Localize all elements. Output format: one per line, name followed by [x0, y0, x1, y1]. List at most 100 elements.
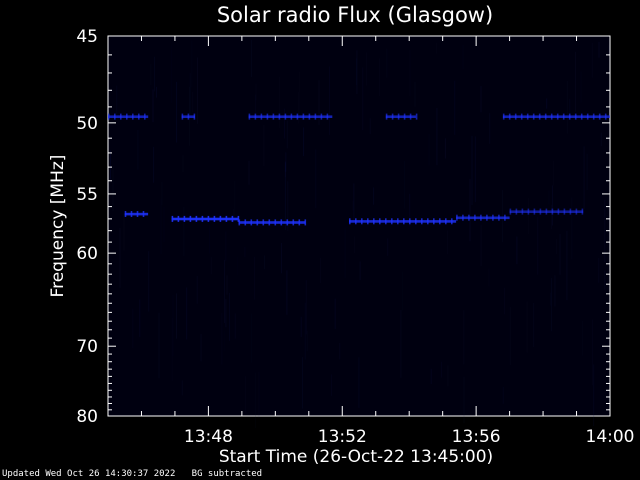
noise-streak: [192, 92, 194, 112]
noise-streak: [132, 308, 134, 348]
noise-streak: [592, 319, 593, 386]
noise-streak: [591, 42, 593, 78]
noise-streak: [255, 83, 257, 101]
noise-streak: [447, 365, 449, 387]
noise-streak: [441, 361, 442, 378]
noise-streak: [571, 197, 573, 260]
emission-band: [385, 115, 416, 118]
emission-tick: [296, 113, 299, 120]
emission-tick: [183, 215, 186, 222]
emission-tick: [326, 113, 329, 120]
noise-streak: [586, 153, 588, 190]
emission-tick: [213, 215, 216, 222]
emission-tick: [545, 208, 548, 215]
noise-streak: [254, 94, 256, 113]
emission-tick: [193, 113, 196, 120]
emission-band: [248, 115, 333, 118]
noise-streak: [516, 236, 518, 265]
noise-streak: [152, 89, 154, 123]
noise-streak: [181, 380, 183, 396]
noise-streak: [229, 292, 230, 341]
noise-streak: [137, 129, 139, 170]
noise-streak: [404, 160, 406, 209]
noise-streak: [344, 227, 346, 279]
emission-tick: [238, 219, 241, 226]
noise-streak: [552, 185, 553, 226]
emission-tick: [539, 208, 542, 215]
emission-band: [124, 212, 149, 216]
emission-tick: [207, 215, 210, 222]
emission-tick: [266, 113, 269, 120]
noise-streak: [263, 124, 265, 167]
x-tick-label: 13:52: [318, 427, 367, 447]
emission-tick: [320, 113, 323, 120]
emission-tick: [114, 113, 116, 120]
emission-tick: [563, 208, 566, 215]
noise-streak: [284, 161, 286, 230]
emission-tick: [278, 113, 281, 120]
emission-tick: [544, 113, 547, 120]
emission-tick: [379, 218, 381, 225]
noise-streak: [580, 71, 582, 103]
noise-streak: [463, 310, 465, 365]
emission-tick: [254, 113, 257, 120]
noise-streak: [358, 357, 360, 408]
emission-tick: [515, 208, 518, 215]
noise-streak: [471, 135, 473, 206]
noise-streak: [182, 155, 184, 172]
emission-tick: [124, 211, 127, 217]
noise-streak: [286, 270, 288, 315]
emission-tick: [504, 214, 506, 221]
emission-tick: [604, 113, 607, 120]
emission-tick: [468, 214, 470, 221]
updated-timestamp: Updated Wed Oct 26 14:30:37 2022: [2, 469, 176, 479]
noise-streak: [436, 107, 438, 166]
noise-streak: [191, 40, 193, 88]
y-tick-label: 70: [76, 337, 98, 357]
emission-tick: [439, 218, 441, 225]
noise-streak: [284, 162, 286, 178]
emission-tick: [409, 113, 412, 120]
noise-streak: [334, 298, 336, 329]
emission-tick: [268, 219, 271, 226]
emission-tick: [568, 113, 571, 120]
emission-tick: [498, 214, 500, 221]
emission-tick: [557, 208, 560, 215]
noise-streak: [559, 234, 561, 275]
emission-tick: [130, 211, 133, 217]
emission-tick: [580, 113, 583, 120]
emission-tick: [397, 113, 400, 120]
noise-streak: [526, 301, 528, 353]
emission-tick: [409, 218, 411, 225]
emission-tick: [177, 215, 180, 222]
noise-streak: [546, 98, 548, 109]
noise-streak: [400, 309, 402, 378]
noise-streak: [502, 190, 504, 243]
emission-tick: [521, 208, 524, 215]
noise-streak: [463, 376, 465, 424]
noise-streak: [598, 257, 600, 283]
x-tick-label: 13:56: [452, 427, 501, 447]
noise-streak: [163, 207, 165, 243]
noise-streak: [244, 246, 246, 257]
emission-tick: [355, 218, 357, 225]
emission-tick: [120, 113, 122, 120]
noise-streak: [109, 150, 111, 180]
noise-streak: [305, 280, 307, 335]
noise-streak: [386, 48, 388, 78]
emission-band: [349, 220, 457, 223]
chart-title: Solar radio Flux (Glasgow): [217, 3, 493, 27]
noise-streak: [251, 313, 253, 363]
emission-tick: [171, 215, 174, 222]
emission-tick: [391, 218, 393, 225]
emission-tick: [142, 211, 145, 217]
emission-tick: [298, 219, 301, 226]
emission-tick: [538, 113, 541, 120]
noise-streak: [237, 256, 239, 276]
noise-streak: [156, 86, 157, 98]
noise-streak: [209, 224, 211, 254]
noise-streak: [469, 178, 471, 242]
emission-tick: [480, 214, 482, 221]
noise-streak: [197, 57, 199, 124]
noise-streak: [150, 63, 152, 86]
